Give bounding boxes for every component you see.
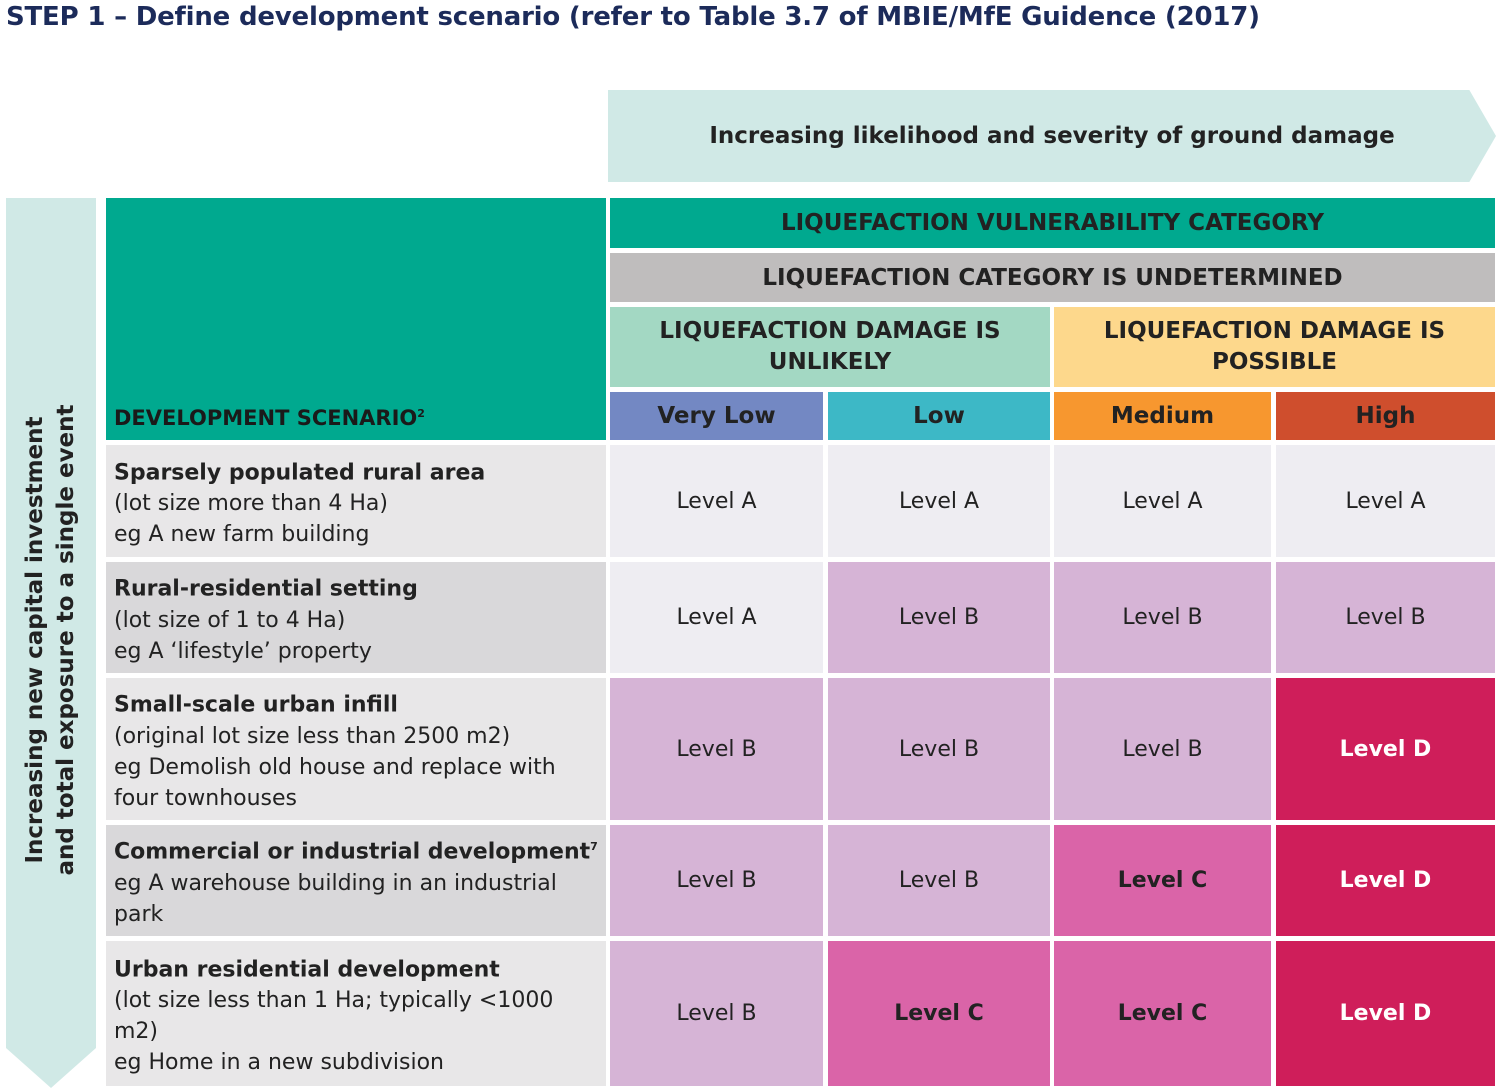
scenario-example: eg A new farm building [114, 522, 370, 548]
scenario-example: eg Home in a new subdivision [114, 1050, 444, 1076]
column-low: Low [828, 392, 1050, 440]
level-cell: Level A [828, 445, 1050, 557]
level-cell: Level D [1276, 941, 1495, 1086]
scenario-title: Urban residential development [114, 957, 500, 983]
investment-arrow [6, 198, 96, 1088]
column-medium: Medium [1054, 392, 1271, 440]
investment-arrow-line2: and total exposure to a single event [53, 404, 79, 876]
level-cell: Level B [828, 562, 1050, 673]
development-scenario-footnote: 2 [417, 407, 425, 420]
level-cell: Level B [1054, 562, 1271, 673]
scenario-title: Rural-residential setting [114, 576, 418, 602]
scenario-detail: (lot size less than 1 Ha; typically <100… [114, 988, 554, 1045]
level-cell: Level C [1054, 825, 1271, 936]
column-very-low: Very Low [610, 392, 823, 440]
scenario-urban-residential: Urban residential development (lot size … [106, 941, 606, 1086]
scenario-example: eg A ‘lifestyle’ property [114, 638, 372, 664]
undetermined-header: LIQUEFACTION CATEGORY IS UNDETERMINED [610, 253, 1495, 302]
level-cell: Level B [610, 941, 823, 1086]
investment-arrow-label: Increasing new capital investment and to… [20, 230, 82, 1050]
level-cell: Level B [828, 678, 1050, 820]
level-cell: Level A [1054, 445, 1271, 557]
scenario-detail: (lot size more than 4 Ha) [114, 491, 388, 517]
level-cell: Level D [1276, 678, 1495, 820]
column-high: High [1276, 392, 1495, 440]
vulnerability-category-header: LIQUEFACTION VULNERABILITY CATEGORY [610, 198, 1495, 248]
level-cell: Level C [1054, 941, 1271, 1086]
level-cell: Level B [610, 825, 823, 936]
level-cell: Level C [828, 941, 1050, 1086]
scenario-title: Small-scale urban infill [114, 692, 398, 718]
scenario-example: eg Demolish old house and replace with f… [114, 754, 556, 811]
investment-arrow-line1: Increasing new capital investment [22, 416, 48, 864]
scenario-rural-residential: Rural-residential setting (lot size of 1… [106, 562, 606, 673]
scenario-commercial-industrial: Commercial or industrial development7 eg… [106, 825, 606, 936]
likelihood-arrow-label: Increasing likelihood and severity of gr… [709, 123, 1395, 149]
scenario-title: Commercial or industrial development7 [114, 839, 598, 865]
scenario-example: eg A warehouse building in an industrial… [114, 870, 557, 927]
scenario-urban-infill: Small-scale urban infill (original lot s… [106, 678, 606, 820]
development-scenario-header: DEVELOPMENT SCENARIO2 [106, 198, 606, 440]
level-cell: Level B [610, 678, 823, 820]
level-cell: Level A [610, 445, 823, 557]
scenario-detail: (original lot size less than 2500 m2) [114, 723, 511, 749]
development-scenario-label: DEVELOPMENT SCENARIO2 [114, 406, 425, 430]
level-cell: Level B [1054, 678, 1271, 820]
level-cell: Level D [1276, 825, 1495, 936]
level-cell: Level B [1276, 562, 1495, 673]
level-cell: Level A [1276, 445, 1495, 557]
scenario-title: Sparsely populated rural area [114, 460, 486, 486]
level-cell: Level A [610, 562, 823, 673]
damage-possible-header: LIQUEFACTION DAMAGE IS POSSIBLE [1054, 307, 1495, 387]
scenario-detail: (lot size of 1 to 4 Ha) [114, 607, 346, 633]
page-title: STEP 1 – Define development scenario (re… [6, 2, 1260, 32]
scenario-rural-area: Sparsely populated rural area (lot size … [106, 445, 606, 557]
likelihood-arrow: Increasing likelihood and severity of gr… [608, 90, 1496, 182]
level-cell: Level B [828, 825, 1050, 936]
damage-unlikely-header: LIQUEFACTION DAMAGE IS UNLIKELY [610, 307, 1050, 387]
development-scenario-text: DEVELOPMENT SCENARIO [114, 406, 418, 430]
